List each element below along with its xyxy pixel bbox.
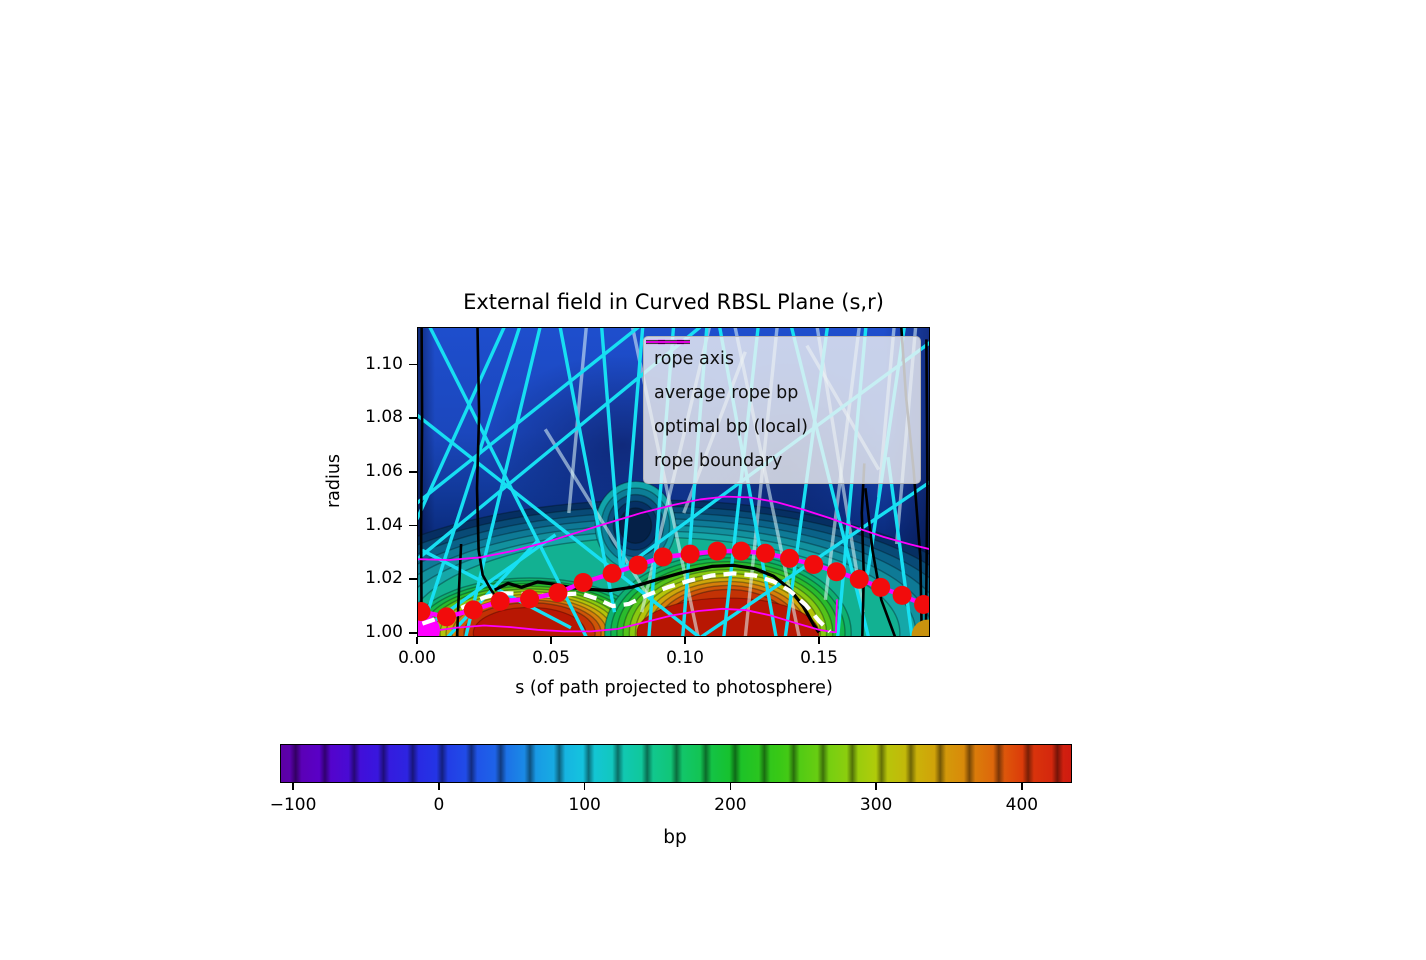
optimal-bp-branch (924, 339, 929, 637)
colorbar-tick-label: −100 (269, 795, 317, 815)
plot-area: rope axis average rope bp optimal bp (loca… (417, 327, 930, 637)
optimal-bp-branch (864, 488, 897, 637)
rope-axis-point (849, 569, 869, 589)
colorbar-tick-mark (438, 783, 440, 790)
rope-axis-point (628, 555, 648, 575)
x-tick-label: 0.10 (666, 648, 704, 668)
colorbar-tick-mark (729, 783, 732, 790)
rope-axis-point (755, 543, 775, 563)
colorbar-tick-label: 400 (1005, 795, 1039, 815)
legend-item: rope axis (646, 339, 910, 376)
rope-axis-point (707, 541, 727, 561)
legend-label: optimal bp (local) (654, 417, 808, 437)
x-tick-mark (550, 637, 552, 644)
colorbar-tick-mark (583, 783, 586, 790)
rope-axis-point (826, 562, 846, 582)
rope-axis-point (871, 577, 891, 597)
y-tick-mark (409, 632, 417, 634)
rope-axis-point (417, 602, 431, 621)
legend-label: rope boundary (654, 451, 783, 471)
rope-axis-point (914, 595, 930, 615)
rope-axis-point (520, 589, 540, 609)
footpoint-blob (911, 619, 930, 637)
x-tick-label: 0.15 (800, 648, 838, 668)
optimal-bp-branch (860, 463, 866, 637)
colorbar-tick-mark (875, 783, 877, 790)
y-tick-label: 1.04 (365, 514, 403, 535)
colorbar-label: bp (663, 827, 687, 848)
colorbar-tick-mark (292, 783, 294, 790)
rope-axis-point (573, 573, 593, 593)
legend-line-sample (646, 341, 690, 343)
colorbar-tick-label: 100 (568, 795, 601, 815)
y-tick-label: 1.00 (365, 621, 403, 642)
y-tick-mark (409, 524, 417, 527)
y-tick-label: 1.10 (365, 353, 403, 374)
legend-item: average rope bp (646, 339, 910, 410)
rope-axis-point (804, 555, 824, 575)
rope-axis-point (436, 607, 456, 627)
optimal-bp-branch (419, 327, 424, 637)
x-axis-label: s (of path projected to photosphere) (515, 678, 833, 698)
y-tick-mark (409, 578, 417, 581)
rope-boundary-line (427, 607, 836, 634)
colorbar-tick-label: 200 (714, 795, 747, 815)
field-line-cyan (599, 327, 623, 576)
optimal-bp-branch (475, 327, 496, 595)
rope-axis-point (548, 583, 568, 603)
field-line-cyan (886, 456, 914, 637)
average-rope-bp-line (421, 571, 832, 634)
field-line-cyan (417, 327, 506, 520)
field-line-cyan (418, 327, 522, 636)
x-tick-label: 0.05 (532, 648, 570, 668)
y-tick-label: 1.08 (365, 407, 403, 428)
rope-boundary-line (835, 599, 838, 634)
legend-item: rope boundary (646, 341, 910, 478)
field-line-cyan (558, 327, 617, 613)
rope-axis-point (892, 585, 912, 605)
rope-axis-point (731, 541, 751, 561)
legend-label: rope axis (654, 349, 735, 369)
y-tick-mark (409, 471, 417, 473)
rope-axis-point (653, 547, 673, 567)
legend: rope axis average rope bp optimal bp (loca… (643, 336, 921, 484)
colorbar-tick-label: 300 (859, 795, 893, 815)
field-line-cyan (446, 539, 539, 637)
legend-label: average rope bp (654, 383, 799, 403)
plot-title: External field in Curved RBSL Plane (s,r… (463, 290, 884, 314)
field-line-cyan (620, 327, 645, 576)
y-tick-mark (409, 417, 417, 420)
rope-boundary-line (417, 495, 930, 561)
rope-axis-point (680, 544, 700, 564)
colorbar-contour-bands (281, 745, 1071, 782)
y-axis-label: radius (324, 453, 344, 509)
x-tick-mark (818, 637, 820, 644)
rope-axis-point (780, 548, 800, 568)
field-line-cyan (464, 327, 542, 637)
y-tick-label: 1.06 (365, 460, 403, 481)
y-tick-mark (409, 363, 417, 366)
x-tick-label: 0.00 (398, 648, 436, 668)
x-tick-mark (416, 637, 418, 644)
colorbar-tick-mark (1021, 783, 1023, 790)
rope-axis-point (490, 591, 510, 611)
colorbar (280, 744, 1072, 783)
field-line-cyan (417, 327, 640, 505)
rope-axis-point (463, 600, 483, 620)
legend-item: optimal bp (local) (646, 340, 910, 444)
x-tick-mark (684, 637, 686, 644)
y-tick-label: 1.02 (365, 568, 403, 589)
colorbar-tick-label: 0 (433, 795, 445, 815)
rope-axis-point (602, 563, 622, 583)
contour-plot (417, 327, 930, 637)
